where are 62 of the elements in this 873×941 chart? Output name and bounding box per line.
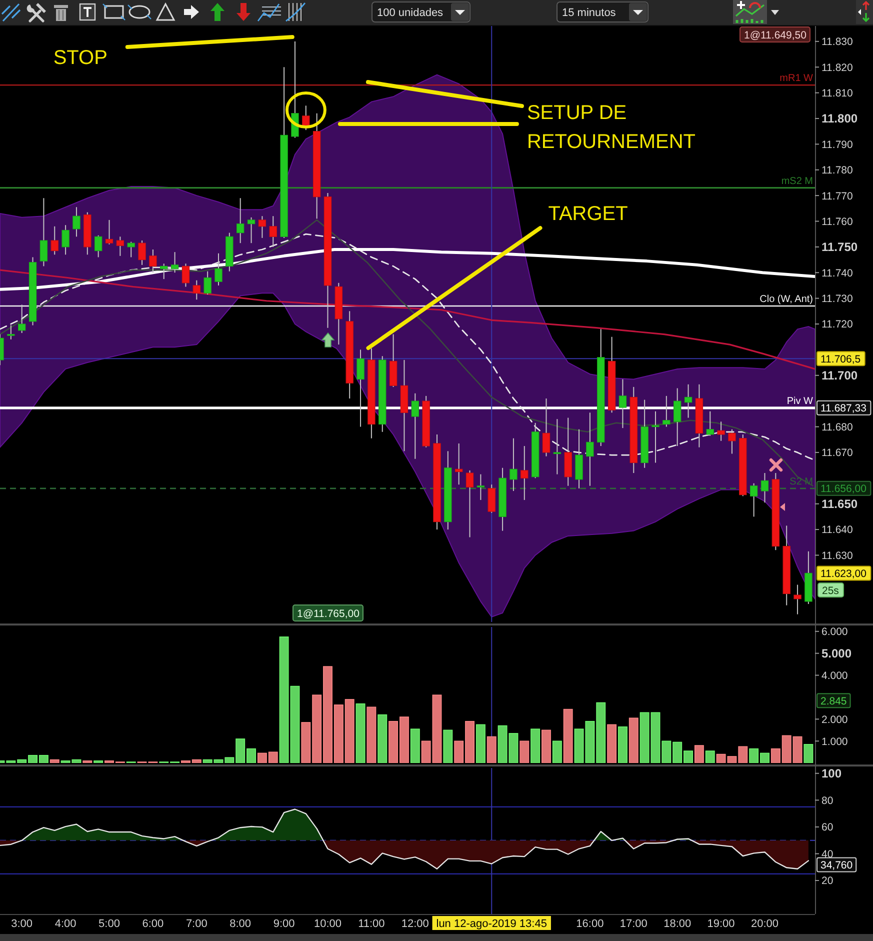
x-tick-label: 4:00 <box>54 918 76 930</box>
y-tick-label: 11.670 <box>822 447 853 460</box>
y-tick-label: 11.680 <box>822 421 853 434</box>
x-tick-label: 20:00 <box>750 918 779 930</box>
text: lun 12-ago-2019 13:45 <box>436 918 547 930</box>
y-tick-label: 11.720 <box>822 318 853 331</box>
ref-line-label: 11.706,5 <box>820 353 861 366</box>
annotation: 1@11.649,50 <box>744 29 807 42</box>
y-tick-label: 11.790 <box>822 138 853 151</box>
ref-line-label: Clo (W, Ant) <box>760 294 813 306</box>
x-tick-label: 8:00 <box>230 918 252 930</box>
x-tick-label: 3:00 <box>11 918 33 930</box>
y-tick-label: 11.630 <box>822 550 853 562</box>
x-tick-label: 5:00 <box>98 918 120 930</box>
y-tick-label: 11.770 <box>822 190 853 202</box>
annotation: STOP <box>53 47 108 69</box>
y-tick-label: 11.800 <box>822 112 858 126</box>
text: 100 unidades <box>377 7 444 19</box>
y-tick-label: 20 <box>822 875 834 888</box>
x-tick-label: 19:00 <box>707 918 735 930</box>
y-tick-label: 11.810 <box>822 87 853 100</box>
ref-line-label: mS2 M <box>781 176 813 187</box>
text: 11.623,00 <box>820 568 867 580</box>
annotation: 1@11.765,00 <box>297 608 360 620</box>
x-tick-label: 10:00 <box>314 918 342 930</box>
y-tick-label: 11.650 <box>822 497 858 512</box>
x-tick-label: 16:00 <box>576 918 604 930</box>
text: 34,760 <box>820 860 853 872</box>
x-tick-label: 6:00 <box>142 918 164 930</box>
y-tick-label: 11.750 <box>822 240 858 254</box>
y-tick-label: 40 <box>822 848 834 860</box>
ref-line-label: Piv W <box>786 396 814 407</box>
x-tick-label: 17:00 <box>620 918 648 930</box>
ref-line-label: mR1 W <box>780 73 814 84</box>
y-tick-label: 11.730 <box>822 293 853 306</box>
x-tick-label: 11:00 <box>358 918 385 930</box>
x-tick-label: 18:00 <box>664 918 692 930</box>
y-tick-label: 11.740 <box>822 267 853 280</box>
text: 25s <box>822 584 839 597</box>
text: 11.687,33 <box>820 402 867 415</box>
y-tick-label: 100 <box>822 766 842 781</box>
x-tick-label: 12:00 <box>401 918 429 930</box>
text: 11.656,00 <box>820 483 867 496</box>
x-tick-label: 9:00 <box>273 918 295 930</box>
text: 15 minutos <box>562 7 616 19</box>
y-tick-label: 2.000 <box>822 714 848 726</box>
annotation: TARGET <box>548 203 628 226</box>
y-tick-label: 1.000 <box>822 736 848 748</box>
y-tick-label: 80 <box>822 794 834 807</box>
y-tick-label: 11.760 <box>822 216 853 228</box>
text: 2.845 <box>820 695 847 708</box>
y-tick-label: 11.780 <box>822 164 853 177</box>
y-tick-label: 6.000 <box>822 626 848 638</box>
y-tick-label: 11.640 <box>822 524 853 536</box>
y-tick-label: 11.820 <box>822 62 853 74</box>
y-tick-label: 11.700 <box>822 368 858 383</box>
annotation: SETUP DE RETOURNEMENT <box>526 102 696 154</box>
y-tick-label: 5.000 <box>822 646 852 661</box>
y-tick-label: 4.000 <box>822 670 848 682</box>
y-tick-label: 11.830 <box>822 36 853 48</box>
y-tick-label: 60 <box>822 822 834 834</box>
x-tick-label: 7:00 <box>186 918 208 930</box>
